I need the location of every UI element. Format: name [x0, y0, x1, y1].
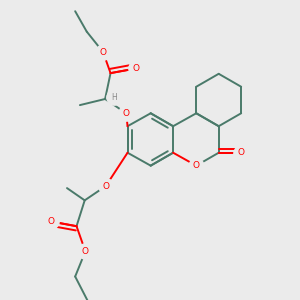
Text: O: O — [133, 64, 140, 73]
Text: O: O — [238, 148, 245, 157]
Text: O: O — [123, 109, 130, 118]
Text: O: O — [82, 247, 89, 256]
Text: O: O — [193, 161, 200, 170]
Text: H: H — [111, 93, 116, 102]
Text: O: O — [100, 47, 106, 56]
Text: O: O — [47, 217, 54, 226]
Text: O: O — [102, 182, 109, 190]
